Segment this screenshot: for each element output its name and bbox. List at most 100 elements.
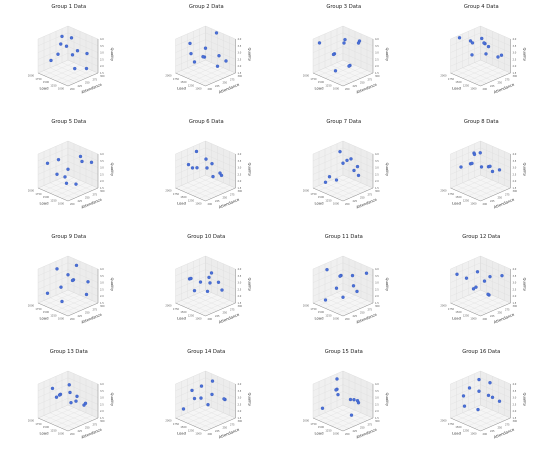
z-tick-label: 2.5 [100, 403, 104, 406]
y-tick-label: 250 [360, 197, 365, 200]
gridlines [175, 143, 236, 199]
data-point [198, 280, 203, 284]
x-tick-label: 1000 [195, 203, 202, 206]
data-point [486, 393, 491, 398]
data-point [84, 292, 89, 297]
y-axis-line [480, 72, 511, 87]
data-point [224, 59, 228, 63]
z-tick-label: 2.5 [100, 58, 104, 61]
z-tick-label: 1.5 [375, 72, 379, 75]
y-axis-line [342, 72, 374, 87]
data-point [217, 54, 221, 58]
data-point [333, 69, 338, 73]
y-axis-line [480, 302, 511, 317]
data-point [497, 399, 502, 403]
y-tick-label: 250 [223, 82, 228, 85]
scatter-points [323, 267, 369, 302]
y-tick-label: 275 [368, 193, 373, 196]
scatter-points [317, 37, 362, 73]
x-tick-label: 1000 [470, 203, 477, 206]
scatter-points [461, 377, 502, 412]
gridlines [175, 28, 236, 84]
y-tick-label: 200 [483, 203, 488, 206]
data-point [352, 168, 356, 173]
z-tick-label: 2.0 [375, 410, 379, 413]
z-tick-label: 1.5 [238, 72, 242, 75]
data-point [83, 401, 88, 405]
gridlines [312, 143, 374, 199]
data-point [215, 64, 220, 68]
z-tick-label: 3.0 [238, 167, 242, 170]
data-point [457, 36, 462, 40]
data-point [74, 399, 78, 403]
x-tick-label: 1750 [310, 423, 317, 426]
z-tick-label: 2.0 [238, 410, 242, 413]
z-axis-label: Quality [110, 393, 115, 407]
z-tick-label: 4.0 [375, 268, 379, 271]
data-point [55, 172, 59, 176]
z-tick-label: 3.0 [375, 167, 379, 170]
x-tick-label: 1500 [43, 426, 50, 429]
panel-title: Group 16 Data [462, 349, 500, 355]
data-point [349, 157, 353, 161]
y-tick-label: 200 [208, 88, 213, 91]
gridlines [450, 258, 511, 314]
scatter-points [459, 151, 502, 174]
y-tick-label: 225 [78, 85, 83, 88]
z-tick-label: 2.0 [513, 65, 517, 68]
data-point [347, 64, 351, 68]
z-tick-label: 2.0 [513, 295, 517, 298]
x-tick-label: 1500 [455, 311, 462, 314]
x-axis-label: Load [314, 201, 324, 206]
data-point [206, 403, 210, 407]
data-point [219, 173, 224, 178]
y-tick-label: 225 [490, 430, 495, 433]
x-axis-line [312, 302, 344, 317]
y-tick-label: 200 [208, 203, 213, 206]
data-point [56, 157, 61, 162]
z-tick-label: 3.0 [238, 282, 242, 285]
y-tick-label: 275 [230, 193, 235, 196]
x-tick-label: 1500 [43, 196, 50, 199]
y-axis-label: Attendance [355, 311, 378, 324]
data-point [69, 36, 74, 40]
panel-title: Group 8 Data [464, 119, 499, 125]
data-point [342, 41, 346, 45]
y-tick-label: 225 [215, 200, 220, 203]
y-tick-label: 300 [238, 75, 243, 78]
x-axis-line [312, 72, 344, 87]
z-tick-label: 2.5 [375, 173, 379, 176]
data-point [462, 404, 467, 408]
y-tick-label: 250 [360, 427, 365, 430]
data-point [192, 288, 197, 293]
data-point [477, 389, 481, 393]
z-tick-label: 3.5 [375, 275, 379, 278]
y-tick-label: 250 [85, 82, 90, 85]
data-point [45, 291, 50, 295]
y-tick-label: 300 [100, 75, 105, 78]
data-point [60, 34, 64, 39]
x-tick-label: 1500 [455, 196, 462, 199]
z-tick-label: 3.0 [100, 397, 104, 400]
x-tick-label: 1250 [463, 314, 470, 317]
data-point [190, 388, 194, 393]
data-point [63, 175, 67, 179]
y-axis-label: Attendance [218, 311, 241, 324]
x-tick-label: 2000 [440, 190, 447, 193]
data-point [59, 42, 63, 46]
y-tick-label: 200 [345, 318, 350, 321]
data-point [464, 276, 469, 280]
x-tick-label: 2000 [303, 420, 310, 423]
z-tick-label: 4.0 [238, 383, 242, 386]
z-tick-label: 4.0 [513, 383, 517, 386]
data-point [57, 393, 62, 397]
z-tick-label: 2.0 [375, 65, 379, 68]
z-tick-label: 3.0 [238, 52, 242, 55]
scatter-points [188, 31, 228, 68]
scatter-points [323, 149, 361, 184]
x-tick-label: 1250 [50, 314, 57, 317]
y-tick-label: 225 [490, 315, 495, 318]
panel-12: Group 12 Data100012501500175020002002252… [440, 234, 527, 325]
